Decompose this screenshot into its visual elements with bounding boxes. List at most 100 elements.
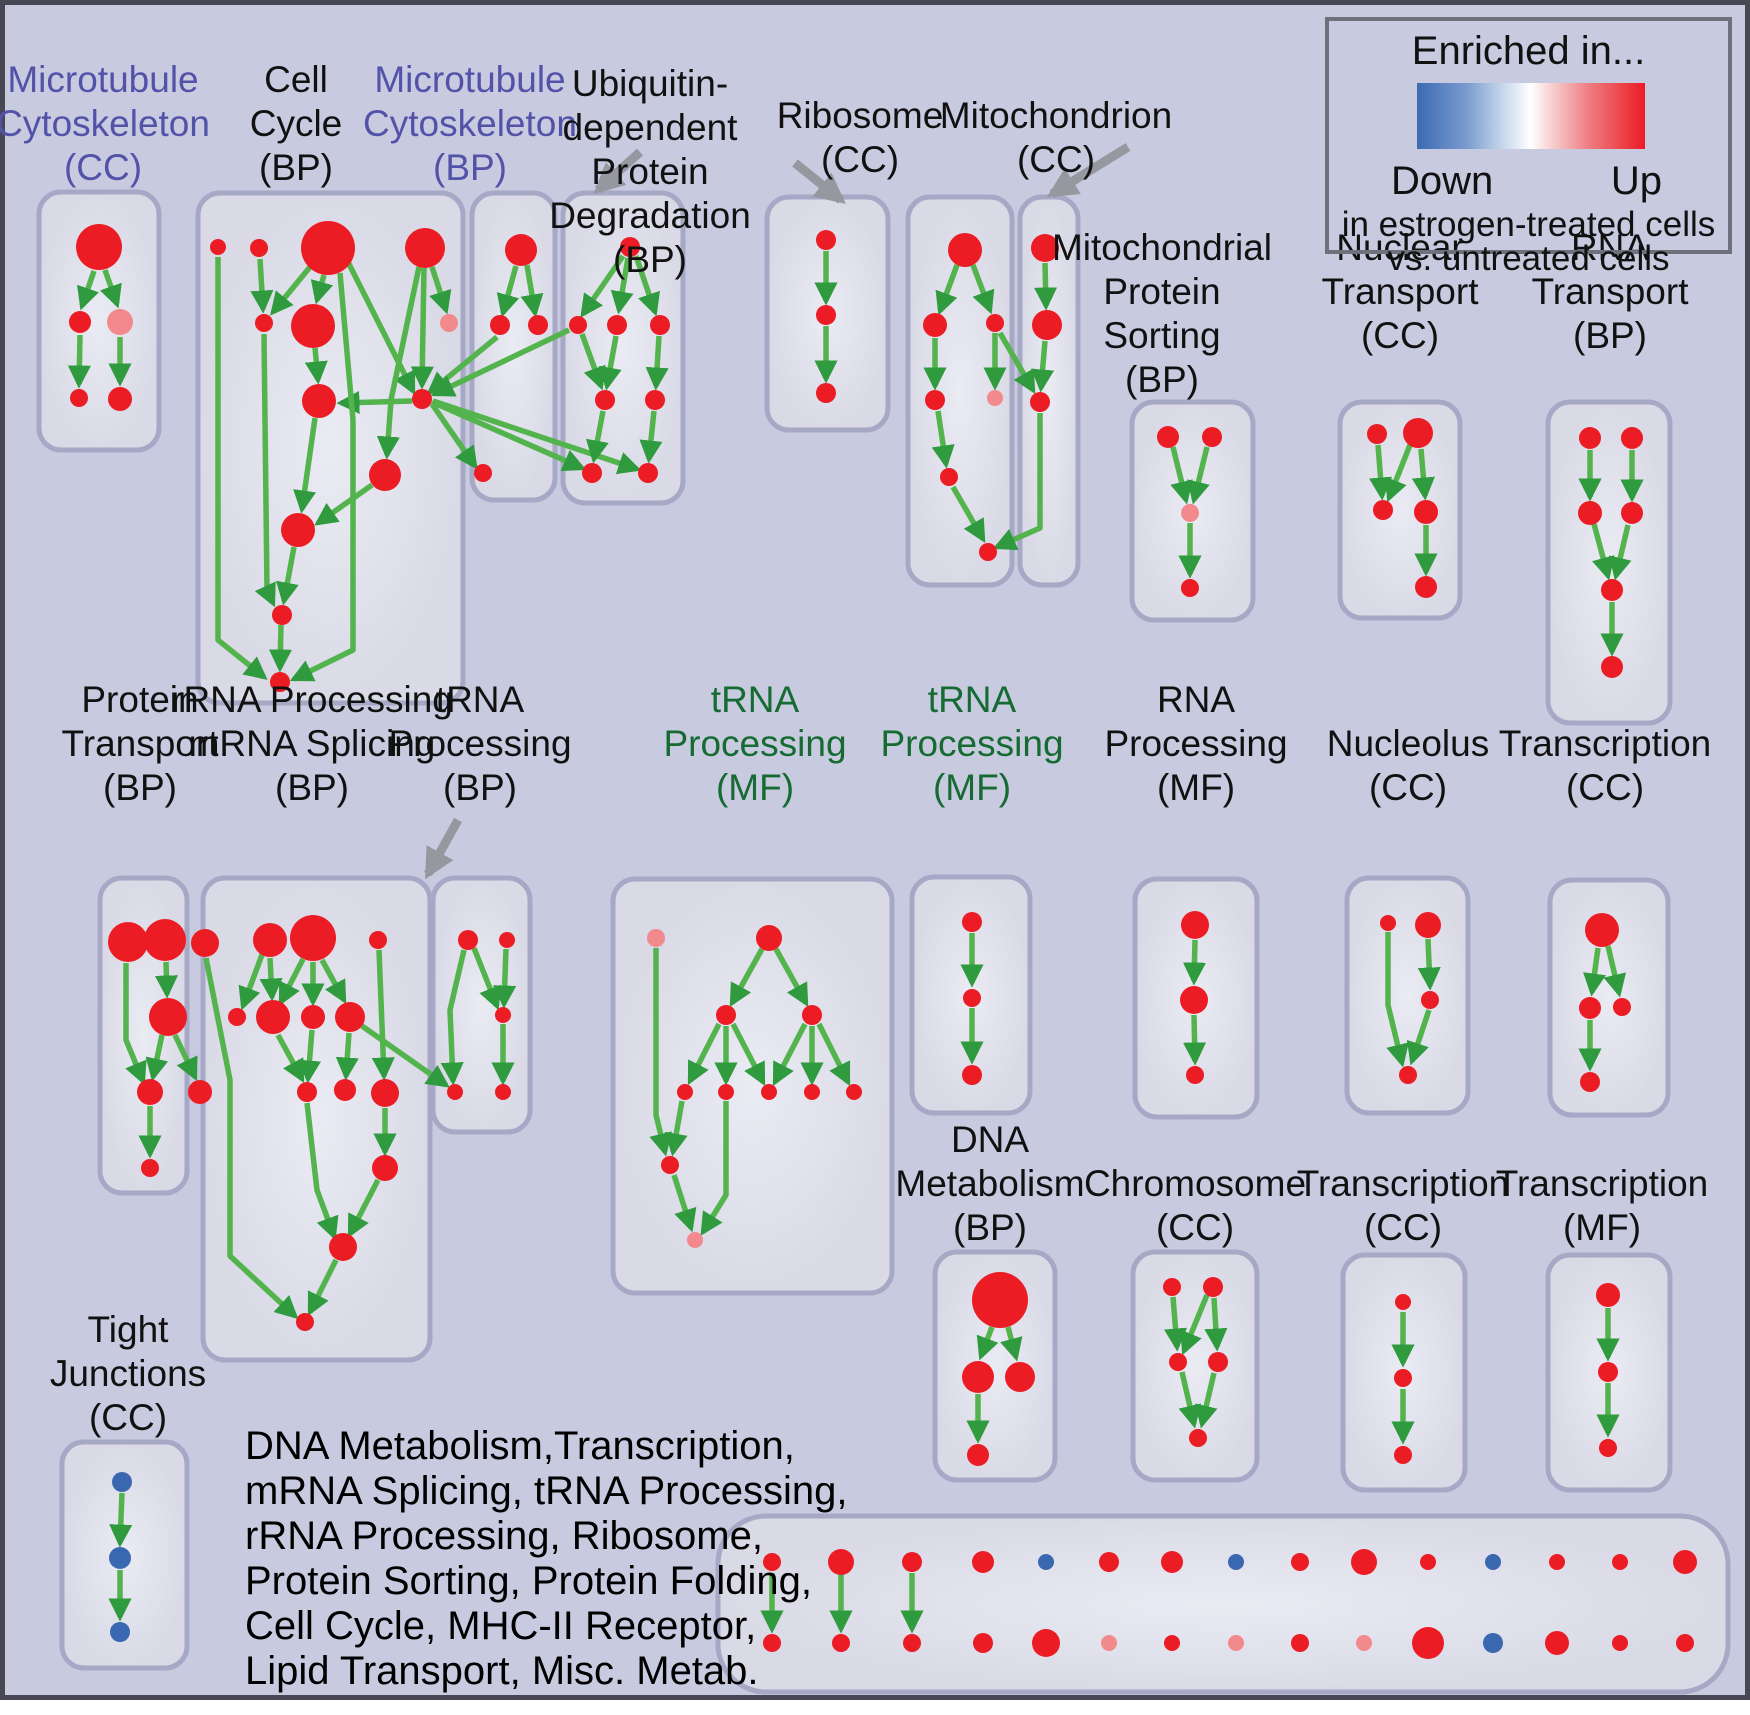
cluster-cell-cycle-edge [410, 267, 434, 390]
cluster-ubiquitin-degradation-label: Protein [591, 151, 708, 192]
label-pointer-arrow [593, 148, 644, 195]
band-bottom-node [973, 1633, 993, 1653]
cluster-rrna-mrna-edge [278, 957, 306, 1007]
cluster-rrna-mrna-label: rRNA Processing [171, 679, 453, 720]
cluster-microtubule-bp-label: (BP) [433, 147, 507, 188]
cluster-transcription-cc-r3-node [1394, 1369, 1412, 1387]
cluster-mitochondrion-edge [1031, 340, 1055, 393]
cluster-microtubule-bp-node [528, 315, 548, 335]
cluster-ubiquitin-degradation-node [595, 390, 615, 410]
cluster-ubiquitin-degradation-node [645, 390, 665, 410]
cluster-nuclear-transport-box [1337, 399, 1463, 621]
cluster-trna-mf-1-node [716, 1005, 736, 1025]
cluster-trna-bp-node [495, 1084, 511, 1100]
cluster-transcription-cc-r2-edge [1603, 945, 1627, 998]
cluster-cell-cycle-label: (BP) [259, 147, 333, 188]
cluster-rrna-mrna-node [228, 1008, 246, 1026]
note-line: rRNA Processing, Ribosome, [245, 1514, 763, 1558]
band-top-node [1099, 1552, 1119, 1572]
cluster-ribosome-edge [997, 331, 1036, 394]
cluster-ubiquitin-degradation-edge [580, 254, 626, 318]
cluster-cell-cycle-edge [254, 333, 276, 608]
cluster-trna-mf-1-node [846, 1084, 862, 1100]
cluster-ribosome-label: Ribosome [777, 95, 944, 136]
cluster-chromosome-label: Chromosome [1084, 1163, 1306, 1204]
cluster-rrna-mrna-edge [335, 1032, 359, 1081]
cluster-ubiquitin-degradation-label: dependent [563, 107, 739, 148]
cluster-chromosome-label: (CC) [1156, 1207, 1234, 1248]
cluster-rrna-mrna-node [334, 1079, 356, 1101]
cluster-microtubule-cc-node [108, 387, 132, 411]
cluster-tight-junctions-label: Junctions [50, 1353, 206, 1394]
cluster-dna-metabolism-node [962, 1361, 994, 1393]
band-bottom-node [1164, 1635, 1180, 1651]
label-pointer-arrow [792, 159, 846, 204]
cluster-trna-bp-node [458, 930, 478, 950]
cluster-mito-protein-sorting-node [1202, 427, 1222, 447]
cluster-ubiquitin-degradation-node [569, 316, 587, 334]
cluster-cell-cycle-edge [345, 260, 416, 396]
cluster-tight-junctions-node [109, 1547, 131, 1569]
cluster-nuclear-transport-edge [1385, 443, 1413, 503]
cluster-trna-bp-label: (BP) [443, 767, 517, 808]
legend-context-line2: vs. untreated cells [1387, 239, 1670, 278]
cluster-chromosome-box [1130, 1249, 1260, 1483]
cluster-ubiquitin-chain-node [816, 305, 836, 325]
band-bottom-node [1032, 1629, 1060, 1657]
cluster-ubiquitin-degradation-edge [610, 257, 634, 315]
labels-layer: MicrotubuleCytoskeleton(CC)CellCycle(BP)… [0, 59, 1711, 1438]
band-top-node [828, 1549, 854, 1575]
cluster-rrna-mrna-node [253, 923, 287, 957]
cluster-nucleolus-edge [1417, 938, 1441, 991]
cluster-trna-bp-node [447, 1084, 463, 1100]
cluster-rrna-mrna-edge [371, 949, 395, 1081]
cluster-rrna-mrna-node [290, 915, 336, 961]
cluster-rrna-mrna-edge [238, 951, 266, 1011]
cluster-microtubule-cc-edge [99, 269, 122, 309]
cluster-microtubule-cc-label: (CC) [64, 147, 142, 188]
cluster-rrna-mrna-node [371, 1079, 399, 1107]
legend: Enriched in... Down Up in estrogen-treat… [1325, 17, 1732, 278]
edges-layer [67, 251, 1644, 1634]
cluster-rrna-mrna-node [297, 1082, 317, 1102]
cluster-trna-mf-1-edge [729, 947, 765, 1008]
cluster-rrna-mrna-node [256, 1000, 290, 1034]
cluster-misc-band-box [715, 1513, 1731, 1695]
cluster-cell-cycle-node [301, 221, 355, 275]
cluster-trna-bp-label: tRNA [436, 679, 525, 720]
cluster-cell-cycle-node [270, 672, 290, 692]
cluster-ubiquitin-degradation-node [607, 315, 627, 335]
cluster-trna-mf-1-edge [772, 1022, 808, 1087]
cluster-cell-cycle-node [405, 228, 445, 268]
cluster-nucleolus-label: Nucleolus [1327, 723, 1489, 764]
cluster-cell-cycle-edge [250, 258, 274, 314]
cluster-dna-metabolism-label: Metabolism [895, 1163, 1084, 1204]
cluster-transcription-cc-r3-node [1395, 1294, 1411, 1310]
band-top-node [1612, 1554, 1628, 1570]
cluster-chromosome-edge [1164, 1296, 1188, 1352]
cluster-ribosome-edge [935, 264, 960, 316]
cluster-microtubule-cc-node [107, 309, 133, 335]
cluster-dna-metabolism-edge [976, 1326, 999, 1361]
cluster-rna-transport-edge [1608, 524, 1632, 581]
cluster-chromosome-node [1169, 1353, 1187, 1371]
cluster-nucleolus-edge [1385, 932, 1409, 1068]
cluster-rna-transport-edge [1591, 523, 1615, 581]
cluster-trna-mf-1-edge [816, 1022, 851, 1087]
cluster-ubiquitin-degradation-edge [639, 410, 663, 464]
cluster-microtubule-cc-label: Microtubule [7, 59, 198, 100]
cluster-nucleolus-edge [1406, 1009, 1432, 1066]
cluster-cell-cycle-node [302, 384, 336, 418]
cluster-rna-processing-mf-label: (MF) [1157, 767, 1235, 808]
band-bottom-node [763, 1634, 781, 1652]
cluster-protein-transport-edge [154, 961, 178, 999]
cluster-transcription-cc-r3-label: (CC) [1364, 1207, 1442, 1248]
cluster-transcription-mf-node [1599, 1439, 1617, 1457]
cluster-cell-cycle-node [440, 314, 458, 332]
cluster-trna-mf-2-label: tRNA [928, 679, 1017, 720]
cluster-chromosome-edge [1204, 1297, 1228, 1352]
note-line: Cell Cycle, MHC-II Receptor, [245, 1604, 757, 1648]
cluster-rrna-mrna-edge [259, 957, 283, 1002]
cluster-dna-metabolism-label: DNA [951, 1119, 1029, 1160]
pointer-arrows-layer [424, 143, 1131, 880]
